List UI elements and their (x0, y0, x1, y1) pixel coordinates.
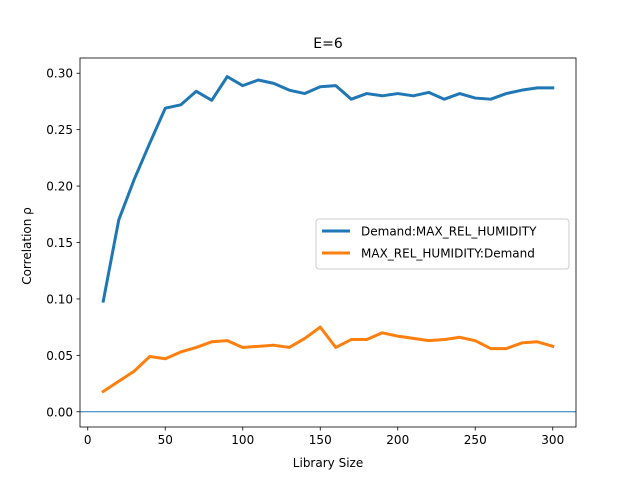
x-tick-label: 0 (84, 433, 92, 447)
legend: Demand:MAX_REL_HUMIDITY MAX_REL_HUMIDITY:… (315, 218, 570, 270)
axes: 0 50 100 150 200 250 300 0.00 0.05 0.10 0.15 0.20 0.… (46, 57, 577, 447)
chart-title: E=6 (313, 36, 343, 52)
plot-area (80, 75, 576, 413)
y-tick-label: 0.10 (46, 292, 73, 306)
x-tick-label: 150 (309, 433, 332, 447)
x-tick-label: 300 (541, 433, 564, 447)
y-tick-label: 0.25 (46, 123, 73, 137)
y-tick-label: 0.20 (46, 180, 73, 194)
series-line-0 (101, 75, 555, 303)
y-axis-label: Correlation ρ (20, 207, 34, 285)
x-tick-label: 100 (231, 433, 254, 447)
series-line-1 (101, 325, 555, 394)
y-tick-label: 0.05 (46, 349, 73, 363)
legend-label-1: MAX_REL_HUMIDITY:Demand (361, 247, 535, 261)
legend-box (315, 218, 570, 270)
x-axis-label: Library Size (293, 456, 363, 470)
y-tick-label: 0.15 (46, 236, 73, 250)
x-tick-label: 200 (386, 433, 409, 447)
legend-label-0: Demand:MAX_REL_HUMIDITY (361, 225, 537, 239)
x-tick-label: 50 (158, 433, 173, 447)
x-tick-label: 250 (464, 433, 487, 447)
y-tick-label: 0.00 (46, 405, 73, 419)
y-tick-label: 0.30 (46, 67, 73, 81)
